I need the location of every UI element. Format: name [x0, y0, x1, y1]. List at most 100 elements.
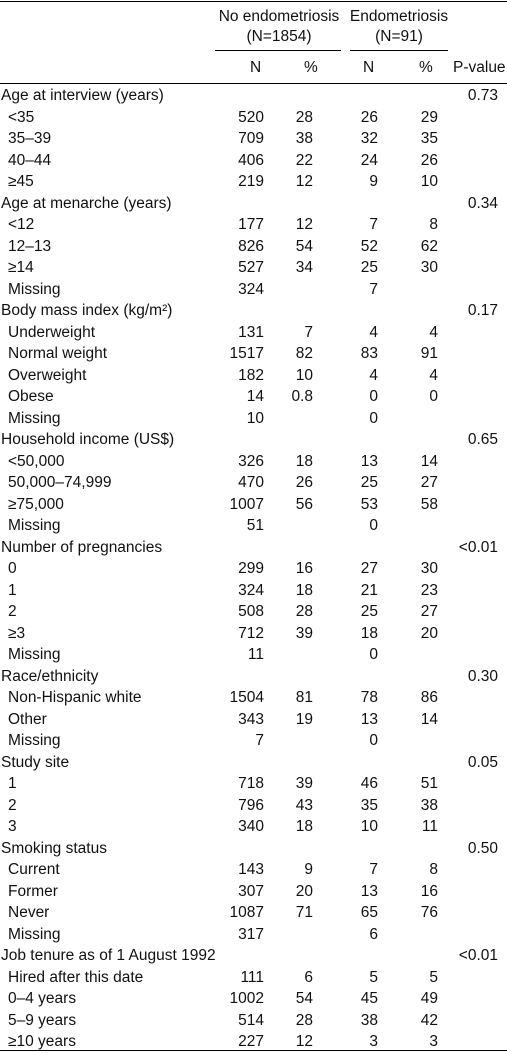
table-row: <50,000 326 18 13 14 [0, 451, 507, 473]
pct-endometriosis: 51 [420, 775, 438, 792]
n-no-endometriosis: 470 [238, 474, 264, 491]
pct-no-endometriosis: 38 [295, 130, 313, 147]
n-endometriosis: 0 [369, 732, 378, 749]
pct-endometriosis: 30 [420, 560, 438, 577]
pct-endometriosis: 49 [420, 990, 438, 1007]
pct-no-endometriosis: 43 [295, 796, 313, 814]
row-label: <50,000 [8, 452, 65, 470]
category-label: Age at interview (years) [1, 87, 164, 104]
pct-endometriosis: 0 [429, 388, 438, 405]
pct-no-endometriosis: 54 [295, 990, 313, 1007]
table-row: 5–9 years 514 28 38 42 [0, 1010, 507, 1032]
pct-endometriosis: 91 [420, 345, 438, 362]
n-no-endometriosis: 712 [238, 624, 264, 642]
p-value: <0.01 [458, 947, 498, 964]
pct-no-endometriosis: 19 [295, 710, 313, 728]
row-label: 12–13 [8, 237, 52, 255]
n-endometriosis: 18 [360, 624, 378, 642]
n-endometriosis: 0 [369, 646, 378, 663]
row-label: Missing [8, 280, 61, 298]
pct-endometriosis: 30 [420, 259, 438, 276]
pct-endometriosis: 29 [420, 108, 438, 126]
n-endometriosis: 0 [369, 409, 378, 427]
pct-no-endometriosis: 28 [295, 1011, 313, 1029]
row-label: Current [8, 861, 60, 878]
n-endometriosis: 10 [360, 818, 378, 835]
row-label: <35 [8, 108, 35, 126]
pct-no-endometriosis: 54 [295, 237, 313, 255]
table-row: Former 307 20 13 16 [0, 881, 507, 903]
row-label: 1 [8, 581, 17, 599]
n-endometriosis: 7 [369, 280, 378, 298]
n-no-endometriosis: 514 [238, 1011, 264, 1029]
pct-endometriosis: 62 [420, 237, 438, 255]
table-row: Missing 324 7 [0, 279, 507, 301]
table-row: ≥75,000 1007 56 53 58 [0, 494, 507, 516]
pct-no-endometriosis: 12 [295, 1033, 313, 1050]
n-no-endometriosis: 340 [238, 818, 264, 835]
pct-endometriosis: 16 [420, 882, 438, 900]
p-value: 0.34 [467, 194, 498, 212]
pct-endometriosis: 11 [421, 818, 438, 835]
table-row: 50,000–74,999 470 26 25 27 [0, 472, 507, 494]
category-row: Smoking status 0.50 [0, 838, 507, 860]
group1-title: No endometriosis [218, 8, 340, 25]
n-no-endometriosis: 7 [255, 732, 264, 749]
n-endometriosis: 13 [360, 882, 378, 900]
bottom-rule [0, 1050, 507, 1051]
row-label: ≥14 [8, 259, 34, 276]
table-row: 1 718 39 46 51 [0, 773, 507, 795]
table-row: Underweight 131 7 4 4 [0, 322, 507, 344]
n-endometriosis: 53 [360, 495, 378, 513]
n-no-endometriosis: 1002 [229, 990, 264, 1007]
n-no-endometriosis: 343 [238, 710, 264, 728]
n-no-endometriosis: 796 [238, 796, 264, 814]
col-n2-header: N [363, 59, 375, 76]
pct-endometriosis: 20 [420, 624, 438, 642]
category-row: Race/ethnicity 0.30 [0, 666, 507, 688]
row-label: Hired after this date [8, 968, 144, 986]
row-label: 0–4 years [8, 990, 77, 1007]
p-value: 0.17 [467, 302, 498, 319]
pct-no-endometriosis: 20 [295, 882, 313, 900]
n-no-endometriosis: 182 [238, 366, 264, 384]
table-row: 1 324 18 21 23 [0, 580, 507, 602]
top-rule [0, 1, 507, 2]
row-label: 40–44 [8, 151, 52, 169]
pct-endometriosis: 86 [420, 689, 438, 706]
n-endometriosis: 45 [360, 990, 378, 1007]
pct-no-endometriosis: 10 [295, 366, 313, 384]
n-no-endometriosis: 14 [246, 388, 264, 405]
n-endometriosis: 24 [360, 151, 378, 169]
n-endometriosis: 0 [369, 388, 378, 405]
pct-no-endometriosis: 56 [295, 495, 313, 513]
col-pct1-header: % [304, 59, 318, 76]
col-p-header: P-value [453, 59, 506, 76]
row-label: ≥45 [8, 173, 34, 190]
n-endometriosis: 65 [360, 904, 378, 921]
n-endometriosis: 4 [369, 323, 378, 341]
n-no-endometriosis: 1087 [229, 904, 264, 921]
table-row: ≥14 527 34 25 30 [0, 257, 507, 279]
p-value: 0.05 [467, 753, 498, 771]
n-endometriosis: 32 [360, 130, 378, 147]
row-label: Other [8, 710, 47, 728]
n-endometriosis: 25 [360, 603, 378, 620]
row-label: Underweight [8, 323, 96, 341]
table-row: Hired after this date 111 6 5 5 [0, 967, 507, 989]
row-label: Overweight [8, 366, 87, 384]
pct-endometriosis: 27 [420, 603, 438, 620]
pct-endometriosis: 10 [420, 173, 438, 190]
row-label: ≥3 [8, 624, 26, 642]
pct-no-endometriosis: 26 [295, 474, 313, 491]
group1-n: (N=1854) [246, 28, 312, 45]
pct-endometriosis: 14 [420, 452, 438, 470]
pct-no-endometriosis: 28 [295, 603, 313, 620]
n-endometriosis: 25 [360, 474, 378, 491]
n-no-endometriosis: 11 [247, 646, 264, 663]
n-no-endometriosis: 718 [238, 775, 264, 792]
row-label: 1 [8, 775, 17, 792]
n-endometriosis: 5 [369, 968, 378, 986]
group2-n: (N=91) [375, 28, 423, 45]
row-label: 0 [8, 560, 17, 577]
